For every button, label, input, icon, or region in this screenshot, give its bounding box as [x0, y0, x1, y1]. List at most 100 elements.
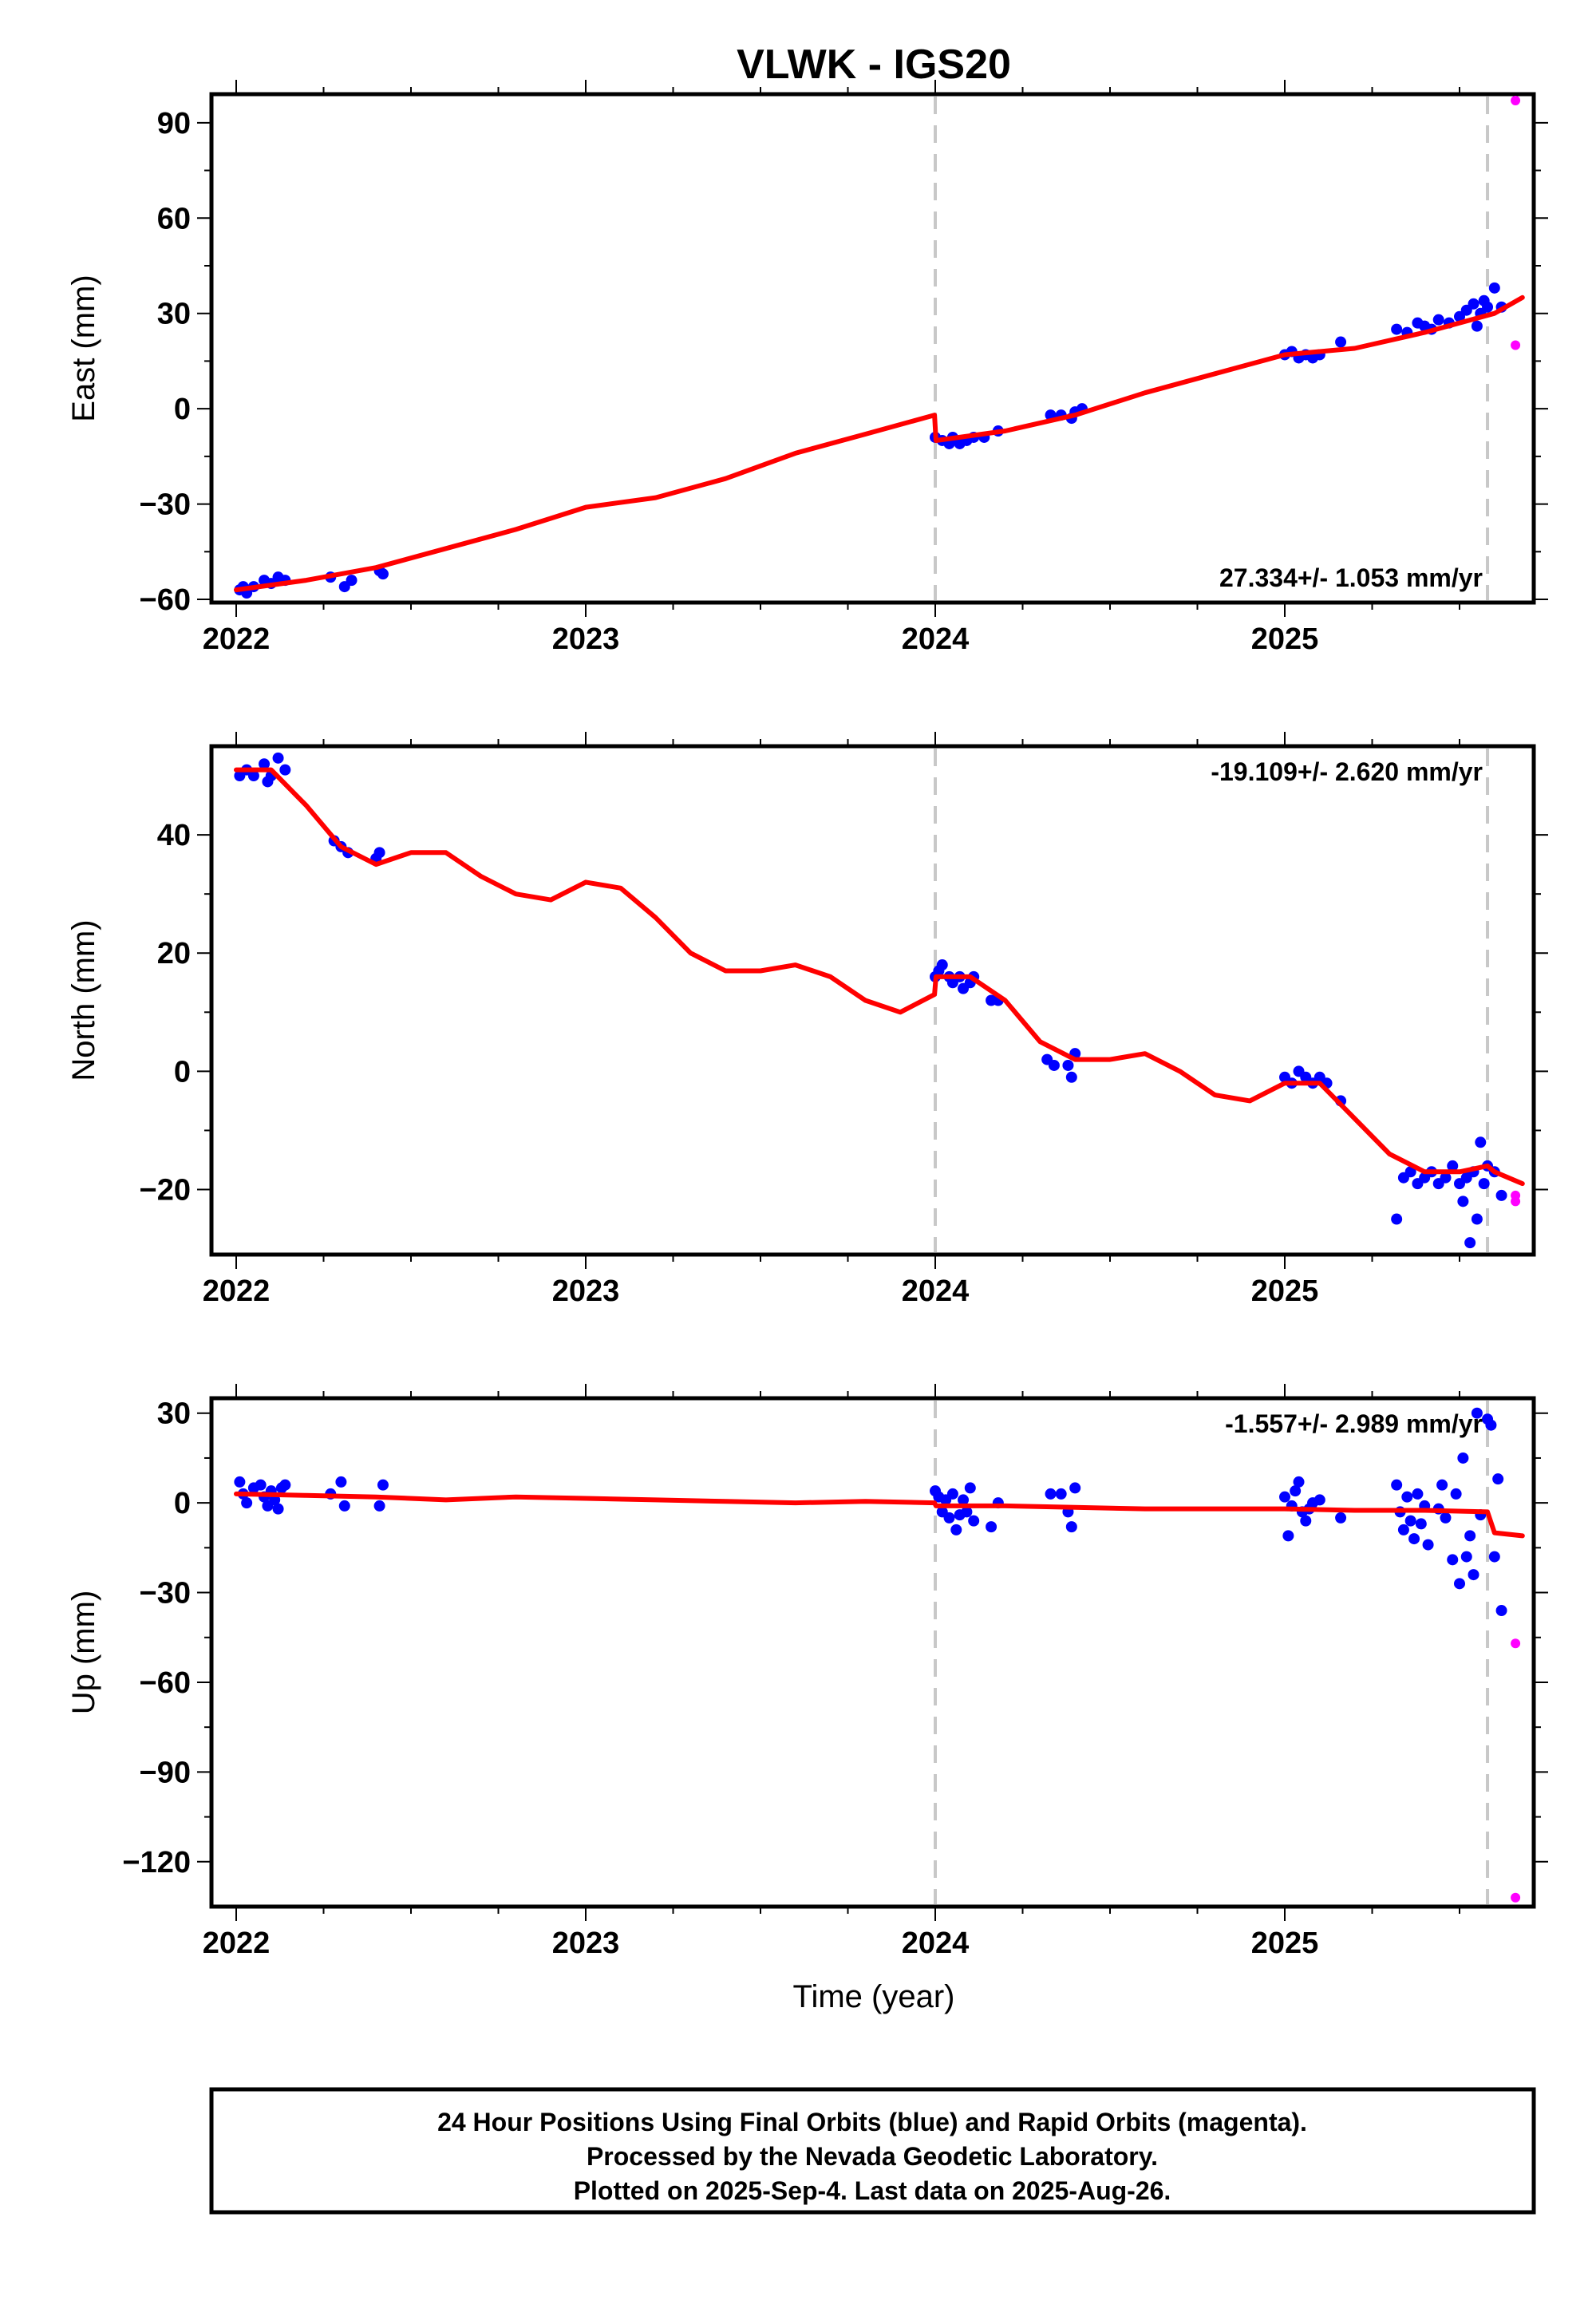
east-final-point: [1488, 282, 1500, 294]
up-panel: 2022 2023 2024 2025 −120 −90 −60 −30 0 30 Up (mm) -…: [66, 1384, 1548, 1960]
up-final-point: [1300, 1515, 1312, 1527]
up-final-point: [1492, 1473, 1504, 1485]
east-final-point: [1391, 323, 1403, 335]
up-final-point: [255, 1479, 267, 1491]
north-x-tick-label: 2024: [902, 1275, 970, 1308]
up-final-point: [1408, 1533, 1420, 1545]
north-final-point: [1440, 1172, 1452, 1184]
up-rate-label: -1.557+/- 2.989 mm/yr: [1225, 1409, 1483, 1438]
east-y-axis-label: East (mm): [66, 275, 101, 421]
east-final-point: [377, 568, 389, 580]
up-final-point: [1454, 1578, 1465, 1590]
up-final-point: [1422, 1539, 1434, 1551]
up-final-point: [1055, 1488, 1067, 1500]
up-final-point: [1412, 1488, 1424, 1500]
east-x-tick-label: 2023: [552, 622, 620, 656]
east-y-tick-label: 30: [157, 298, 191, 331]
east-rate-label: 27.334+/- 1.053 mm/yr: [1219, 563, 1483, 592]
north-final-point: [1447, 1160, 1459, 1172]
east-final-point: [1482, 301, 1494, 313]
north-final-point: [1391, 1213, 1403, 1225]
east-x-tick-label: 2024: [902, 622, 970, 656]
north-y-axis-label: North (mm): [66, 919, 101, 1081]
north-final-point: [1475, 1136, 1487, 1148]
up-final-point: [1460, 1551, 1472, 1563]
east-panel: 2022 2023 2024 2025 −60 −30 0 30 60 90 East (mm) 27…: [66, 80, 1548, 656]
up-final-point: [1069, 1482, 1081, 1494]
north-y-tick-label: −20: [140, 1174, 191, 1207]
east-final-point: [1335, 336, 1347, 348]
up-final-point: [1397, 1524, 1409, 1535]
up-final-point: [1495, 1605, 1507, 1617]
up-final-point: [943, 1512, 955, 1524]
up-final-point: [1436, 1479, 1448, 1491]
north-model-curve: [234, 767, 1525, 1187]
up-final-point: [946, 1488, 958, 1500]
up-y-tick-label: −120: [122, 1846, 191, 1879]
north-x-tick-label: 2022: [203, 1275, 271, 1308]
north-final-point: [1478, 1178, 1490, 1190]
footer-line-3: Plotted on 2025-Sep-4. Last data on 2025…: [574, 2176, 1171, 2205]
up-final-point: [1485, 1419, 1497, 1431]
north-x-tick-label: 2023: [552, 1275, 620, 1308]
up-x-tick-label: 2024: [902, 1927, 970, 1960]
north-final-point: [1048, 1059, 1060, 1071]
up-y-axis-label: Up (mm): [66, 1591, 101, 1715]
up-final-point: [1464, 1530, 1476, 1542]
east-rapid-point: [1511, 95, 1521, 105]
up-x-tick-label: 2025: [1251, 1927, 1319, 1960]
north-final-point: [1457, 1196, 1469, 1207]
north-final-point: [259, 758, 271, 770]
up-final-point: [961, 1506, 973, 1518]
east-plot-frame: [209, 92, 1536, 605]
up-final-point: [1457, 1452, 1469, 1464]
up-y-tick-label: −30: [140, 1577, 191, 1611]
up-final-point: [1450, 1488, 1462, 1500]
north-rate-label: -19.109+/- 2.620 mm/yr: [1211, 757, 1483, 786]
east-model-curve: [234, 294, 1525, 593]
up-final-point: [1468, 1569, 1479, 1581]
up-plot-frame: [209, 1396, 1536, 1909]
east-final-point: [346, 575, 358, 587]
up-final-point: [1282, 1530, 1294, 1542]
east-y-tick-label: 0: [174, 393, 191, 426]
up-final-point: [1401, 1491, 1413, 1503]
north-final-point: [279, 764, 291, 776]
up-final-point: [968, 1515, 980, 1527]
footer-line-1: 24 Hour Positions Using Final Orbits (bl…: [437, 2108, 1307, 2136]
up-final-point: [1290, 1485, 1302, 1497]
up-final-point: [1471, 1407, 1483, 1419]
up-final-point: [1314, 1494, 1325, 1506]
up-final-point: [986, 1521, 998, 1533]
up-final-point: [1404, 1515, 1416, 1527]
north-y-tick-label: 40: [157, 819, 191, 852]
up-rapid-point: [1511, 1638, 1521, 1649]
north-final-point: [272, 752, 284, 764]
up-final-point: [279, 1479, 291, 1491]
east-y-tick-label: −30: [140, 488, 191, 522]
east-final-point: [1471, 320, 1483, 332]
north-final-point: [1495, 1189, 1507, 1201]
up-final-point: [950, 1524, 962, 1535]
north-final-point: [1065, 1071, 1077, 1083]
up-final-point: [1335, 1512, 1347, 1524]
up-final-point: [1065, 1521, 1077, 1533]
footer-border: [209, 2087, 1536, 2215]
up-y-tick-label: 30: [157, 1397, 191, 1431]
up-final-point: [958, 1494, 970, 1506]
up-final-point: [338, 1500, 350, 1512]
up-final-point: [1415, 1518, 1427, 1530]
north-y-tick-label: 0: [174, 1055, 191, 1089]
up-final-point: [1391, 1479, 1403, 1491]
north-x-tick-label: 2025: [1251, 1275, 1319, 1308]
north-final-point: [1471, 1213, 1483, 1225]
up-y-tick-label: −60: [140, 1666, 191, 1700]
east-x-tick-label: 2022: [203, 622, 271, 656]
up-final-point: [1293, 1476, 1305, 1488]
up-y-tick-label: 0: [174, 1487, 191, 1520]
north-rapid-point: [1511, 1196, 1521, 1207]
north-final-point: [1464, 1237, 1476, 1249]
up-x-tick-label: 2022: [203, 1927, 271, 1960]
north-panel: 2022 2023 2024 2025 −20 0 20 40 North (mm) -19.10…: [66, 732, 1548, 1308]
up-final-point: [373, 1500, 385, 1512]
